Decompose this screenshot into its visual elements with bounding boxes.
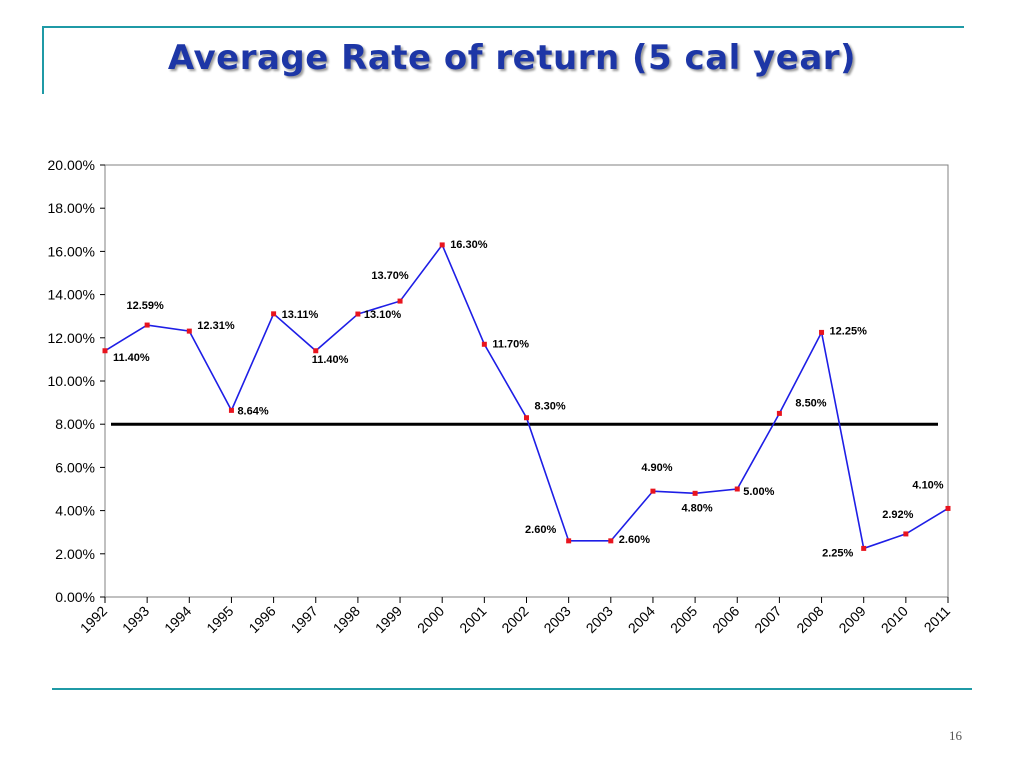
x-tick-label: 2010 [878,603,911,636]
frame-left-accent [42,26,44,94]
data-label: 2.60% [619,534,650,546]
x-tick-label: 1995 [203,603,236,636]
frame-bottom-rule [52,688,972,690]
data-label: 11.40% [113,352,150,364]
data-point [186,328,192,334]
x-tick-label: 1999 [372,603,405,636]
x-tick-label: 2001 [456,603,489,636]
data-label: 16.30% [450,239,488,251]
x-tick-label: 1992 [77,603,110,636]
x-tick-label: 1993 [119,603,152,636]
x-tick-label: 2000 [414,603,447,636]
data-point [734,486,740,492]
x-tick-label: 1998 [330,603,363,636]
data-point [228,407,234,413]
frame-top-rule [42,26,964,28]
data-point [481,341,487,347]
data-label: 2.60% [525,524,556,536]
y-tick-label: 14.00% [48,287,95,303]
data-label: 4.80% [681,502,712,514]
x-tick-label: 2005 [667,603,700,636]
data-point [608,538,614,544]
data-point [566,538,572,544]
x-tick-label: 1996 [245,603,278,636]
data-point [776,410,782,416]
data-point [692,490,698,496]
x-tick-label: 1994 [161,603,194,636]
y-tick-label: 2.00% [55,546,95,562]
data-point [903,531,909,537]
data-point [271,311,277,317]
y-tick-label: 12.00% [48,330,95,346]
data-label: 4.90% [641,462,672,474]
data-label: 13.10% [364,309,402,321]
data-label: 2.92% [882,509,913,521]
x-tick-label: 2004 [625,603,658,636]
x-tick-label: 1997 [288,603,321,636]
data-point [313,348,319,354]
data-label: 11.40% [312,354,349,366]
data-label: 8.64% [237,405,268,417]
data-label: 13.11% [282,309,319,321]
data-point [524,415,529,421]
data-point [102,348,108,354]
data-label: 12.59% [126,300,164,312]
data-label: 12.25% [830,325,868,337]
y-tick-label: 18.00% [48,200,95,216]
y-tick-label: 4.00% [55,503,95,519]
data-label: 2.25% [822,547,853,559]
plot-area [104,164,949,598]
data-point [144,322,150,328]
data-label: 4.10% [912,479,943,491]
x-tick-label: 2008 [793,603,826,636]
data-label: 8.30% [535,401,566,413]
data-point [945,505,951,511]
y-tick-label: 10.00% [48,373,95,389]
data-label: 5.00% [743,486,774,498]
page-number: 16 [949,728,962,743]
data-point [397,298,403,304]
data-point [650,488,656,494]
data-label: 11.70% [492,338,529,350]
y-tick-label: 16.00% [48,243,95,259]
x-tick-label: 2002 [498,603,531,636]
y-tick-label: 6.00% [55,459,95,475]
data-point [819,329,825,335]
x-tick-label: 2003 [540,603,573,636]
data-point [861,545,867,551]
slide-title: Average Rate of return (5 cal year) [167,38,857,78]
y-tick-label: 20.00% [48,157,95,173]
data-label: 12.31% [197,320,235,332]
x-tick-label: 2011 [921,603,954,636]
data-point [439,242,445,248]
x-tick-label: 2009 [835,603,868,636]
y-tick-label: 0.00% [55,589,95,605]
y-tick-label: 8.00% [55,416,95,432]
data-point [355,311,361,317]
x-tick-label: 2003 [583,603,616,636]
x-tick-label: 2006 [709,603,742,636]
x-tick-label: 2007 [751,603,784,636]
data-label: 8.50% [795,397,826,409]
data-label: 13.70% [371,270,409,282]
